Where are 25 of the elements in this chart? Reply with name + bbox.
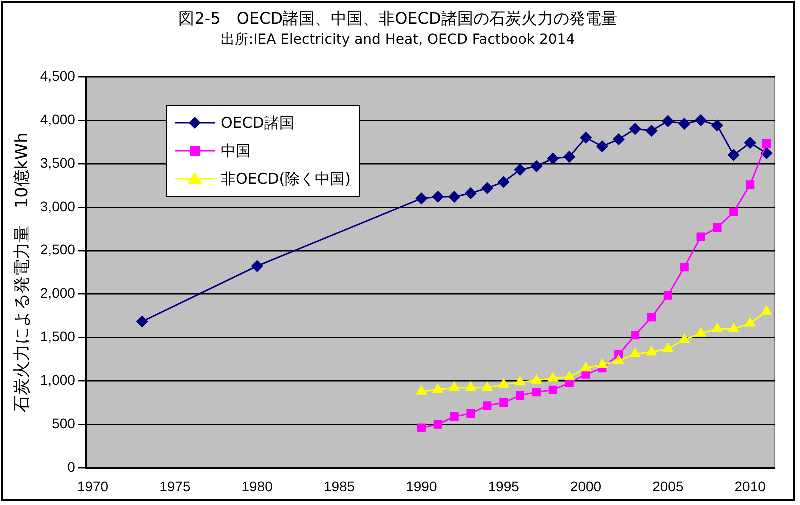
y-tick-label: 3,000 [40,198,76,214]
x-tick-label: 1990 [406,478,438,494]
x-tick-label: 2005 [652,478,684,494]
legend-label: 中国 [221,142,251,160]
x-tick-label: 2010 [734,478,766,494]
x-tick-label: 1995 [488,478,520,494]
legend-label: 非OECD(除く中国) [221,170,352,188]
chart-title: 図2-5 OECD諸国、中国、非OECD諸国の石炭火力の発電量 [178,9,618,30]
x-tick-label: 1980 [242,478,274,494]
legend-label: OECD諸国 [221,114,294,132]
y-tick-label: 2,500 [40,242,76,258]
y-tick-label: 500 [52,416,76,432]
x-tick-label: 2000 [570,478,602,494]
y-tick-label: 4,000 [40,111,76,128]
y-axis-title: 石炭火力による発電力量 10億kWh [12,132,33,413]
x-tick-label: 1985 [324,478,356,494]
y-tick-label: 2,000 [40,285,76,302]
y-tick-label: 1,500 [40,328,76,345]
y-tick-label: 0 [68,459,76,476]
chart-subtitle: 出所:IEA Electricity and Heat, OECD Factbook 2014 [220,31,576,49]
y-tick-label: 3,500 [40,154,76,171]
y-tick-label: 1,000 [40,372,76,388]
y-tick-label: 4,500 [40,68,76,84]
x-tick-label: 1975 [160,478,191,494]
x-tick-label: 1970 [77,478,109,494]
